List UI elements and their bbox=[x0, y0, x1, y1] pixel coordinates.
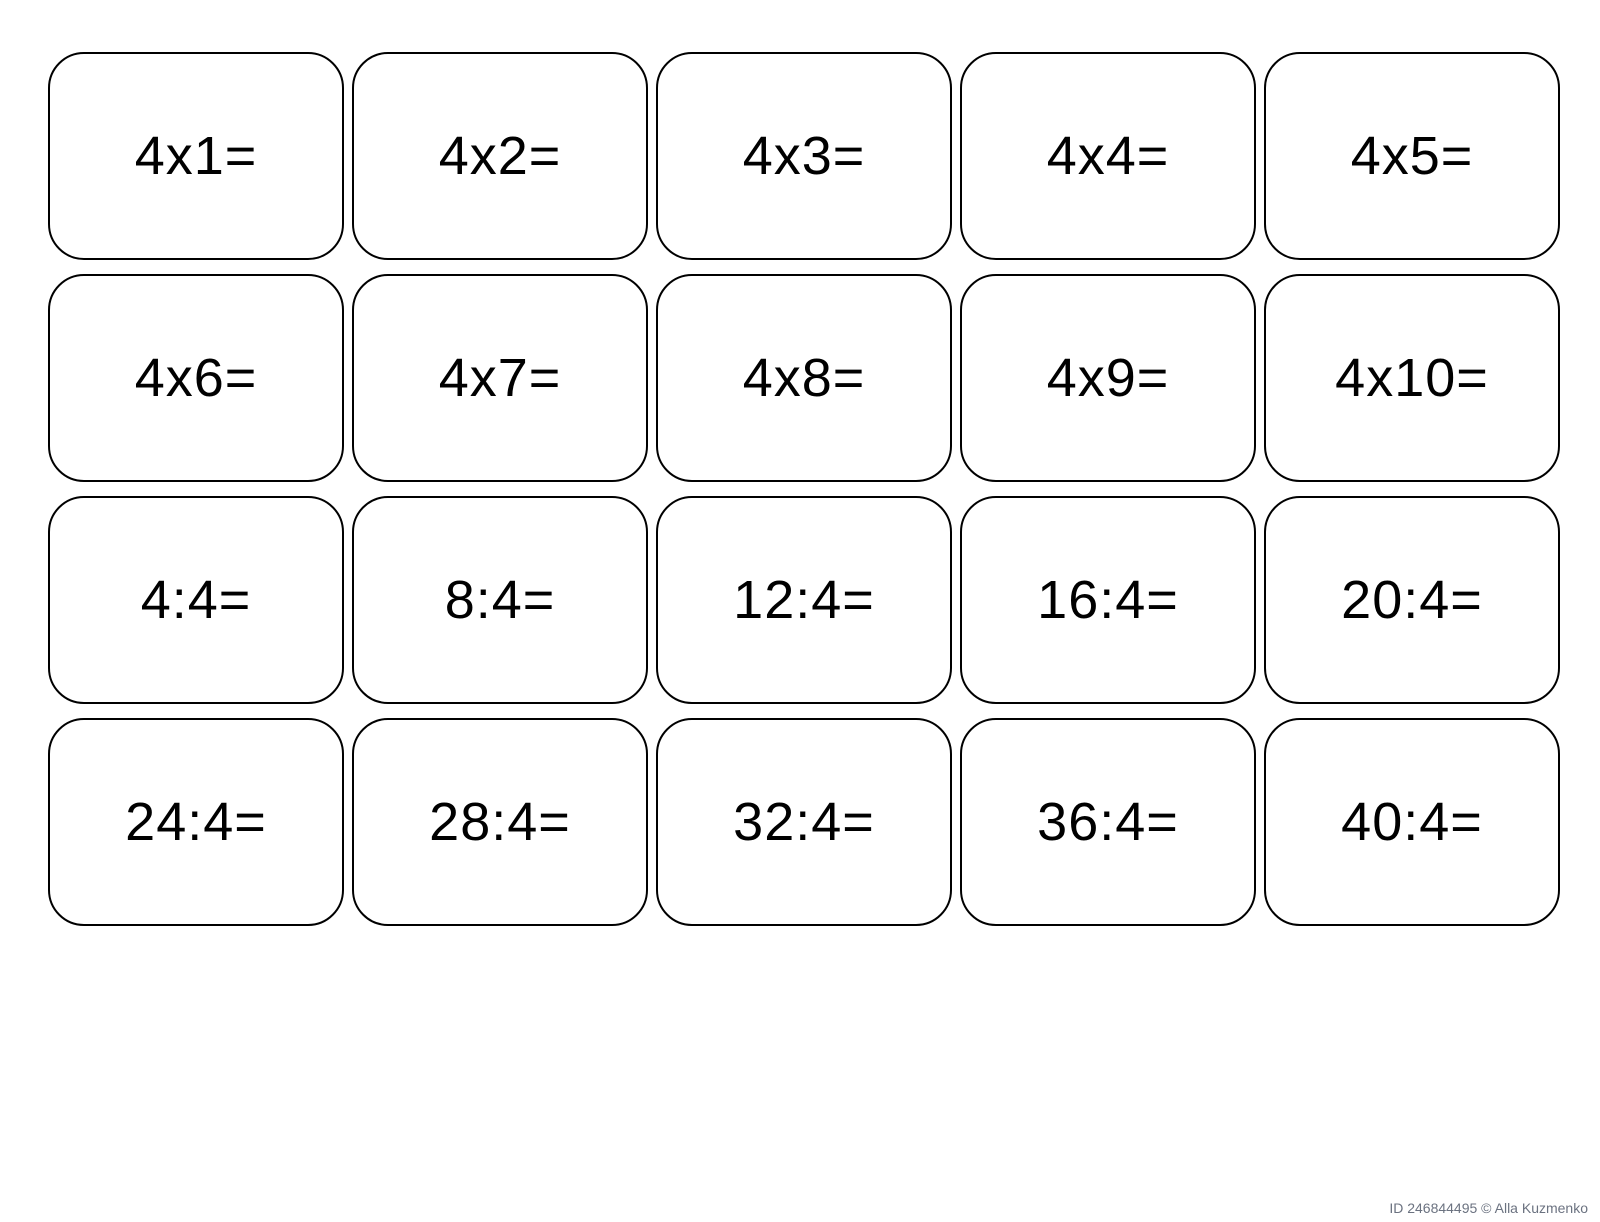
flashcard-text: 28:4= bbox=[429, 791, 571, 853]
flashcard: 8:4= bbox=[352, 496, 648, 704]
flashcard-text: 4x8= bbox=[743, 347, 866, 409]
flashcard: 40:4= bbox=[1264, 718, 1560, 926]
flashcard-text: 4x10= bbox=[1335, 347, 1489, 409]
flashcard-text: 4:4= bbox=[141, 569, 252, 631]
flashcard: 4x4= bbox=[960, 52, 1256, 260]
flashcard: 4x2= bbox=[352, 52, 648, 260]
flashcard: 24:4= bbox=[48, 718, 344, 926]
flashcard: 16:4= bbox=[960, 496, 1256, 704]
flashcard-text: 32:4= bbox=[733, 791, 875, 853]
flashcard-text: 4x4= bbox=[1047, 125, 1170, 187]
flashcard: 4x5= bbox=[1264, 52, 1560, 260]
flashcard-text: 12:4= bbox=[733, 569, 875, 631]
flashcard-text: 16:4= bbox=[1037, 569, 1179, 631]
flashcard-text: 36:4= bbox=[1037, 791, 1179, 853]
flashcard-text: 4x3= bbox=[743, 125, 866, 187]
flashcard-text: 4x2= bbox=[439, 125, 562, 187]
flashcard-text: 4x6= bbox=[135, 347, 258, 409]
flashcard-grid: 4x1= 4x2= 4x3= 4x4= 4x5= 4x6= 4x7= 4x8= … bbox=[48, 52, 1560, 926]
flashcard: 28:4= bbox=[352, 718, 648, 926]
flashcard: 4x7= bbox=[352, 274, 648, 482]
flashcard: 4x10= bbox=[1264, 274, 1560, 482]
flashcard-text: 20:4= bbox=[1341, 569, 1483, 631]
flashcard: 4x3= bbox=[656, 52, 952, 260]
flashcard: 32:4= bbox=[656, 718, 952, 926]
flashcard-text: 40:4= bbox=[1341, 791, 1483, 853]
flashcard: 4:4= bbox=[48, 496, 344, 704]
flashcard: 4x9= bbox=[960, 274, 1256, 482]
flashcard-text: 4x1= bbox=[135, 125, 258, 187]
flashcard: 4x1= bbox=[48, 52, 344, 260]
flashcard: 4x8= bbox=[656, 274, 952, 482]
flashcard-text: 4x5= bbox=[1351, 125, 1474, 187]
flashcard: 12:4= bbox=[656, 496, 952, 704]
flashcard-text: 4x7= bbox=[439, 347, 562, 409]
flashcard: 20:4= bbox=[1264, 496, 1560, 704]
flashcard-text: 24:4= bbox=[125, 791, 267, 853]
flashcard-text: 8:4= bbox=[445, 569, 556, 631]
watermark-id-text: ID 246844495 © Alla Kuzmenko bbox=[1389, 1200, 1588, 1216]
flashcard-text: 4x9= bbox=[1047, 347, 1170, 409]
flashcard: 4x6= bbox=[48, 274, 344, 482]
flashcard: 36:4= bbox=[960, 718, 1256, 926]
